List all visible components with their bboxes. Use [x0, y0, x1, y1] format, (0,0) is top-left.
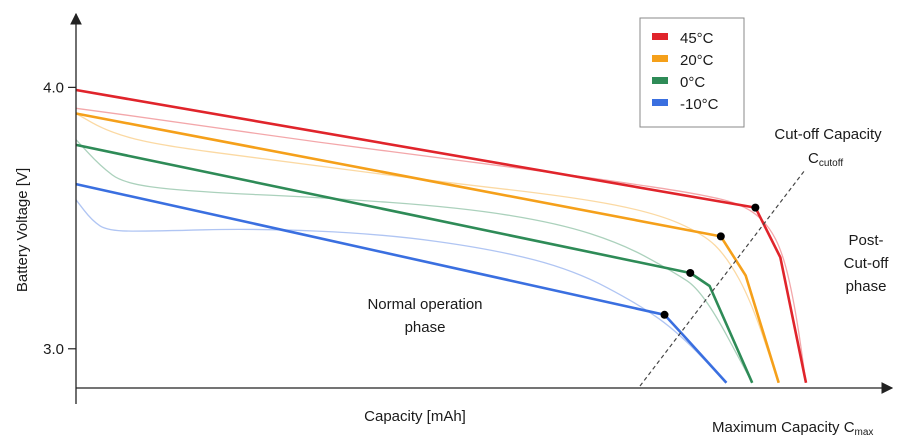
cutoff-capacity-symbol: Ccutoff: [808, 150, 843, 169]
linear-series-0c: [75, 143, 754, 384]
legend-swatch-45c: [652, 33, 668, 40]
cutoff-points: [660, 203, 760, 319]
legend-label-20c: 20°C: [680, 52, 714, 69]
legend-label-45c: 45°C: [680, 30, 714, 47]
measured-curve-20c: [75, 112, 780, 384]
legend: 45°C 20°C 0°C -10°C: [639, 17, 745, 128]
cutoff-point-2: [716, 232, 725, 241]
max-capacity-subscript: max: [855, 427, 874, 436]
legend-swatch-0c: [652, 77, 668, 84]
cutoff-symbol-text: C: [808, 150, 819, 167]
cutoff-symbol-subscript: cutoff: [819, 158, 843, 169]
y-tick-label-4.0: 4.0: [43, 79, 64, 96]
cutoff-capacity-label: Cut-off Capacity: [774, 126, 882, 143]
legend-items: 45°C 20°C 0°C -10°C: [652, 30, 719, 113]
legend-label-minus10c: -10°C: [680, 96, 719, 113]
post-phase-label-line3: phase: [846, 278, 887, 295]
cutoff-point-4: [660, 310, 669, 319]
y-tick-label-3.0: 3.0: [43, 341, 64, 358]
max-capacity-text: Maximum Capacity C: [712, 419, 855, 436]
measured-curves: [75, 107, 807, 384]
cutoff-point-1: [751, 203, 760, 212]
measured-curve-0c: [75, 139, 753, 384]
x-axis-label: Capacity [mAh]: [364, 408, 466, 425]
max-capacity-label: Maximum Capacity Cmax: [712, 419, 873, 436]
legend-label-0c: 0°C: [680, 74, 705, 91]
linear-approximations: [75, 88, 808, 384]
linear-series-20c: [75, 112, 780, 384]
cutoff-point-3: [686, 268, 695, 277]
post-phase-label-line1: Post-: [848, 232, 883, 249]
linear-series-minus10c: [75, 182, 728, 384]
measured-curve-45c: [75, 107, 807, 383]
legend-box: [639, 17, 745, 128]
measured-curve-minus10c: [75, 199, 727, 384]
linear-series-45c: [75, 88, 808, 384]
normal-phase-label-line2: phase: [405, 319, 446, 336]
cutoff-guide-line: [639, 169, 806, 387]
legend-swatch-20c: [652, 55, 668, 62]
y-axis-label: Battery Voltage [V]: [14, 168, 31, 292]
normal-phase-label-line1: Normal operation: [367, 296, 482, 313]
y-ticks: 3.0 4.0: [43, 79, 76, 358]
post-phase-label-line2: Cut-off: [844, 255, 890, 272]
legend-swatch-minus10c: [652, 99, 668, 106]
